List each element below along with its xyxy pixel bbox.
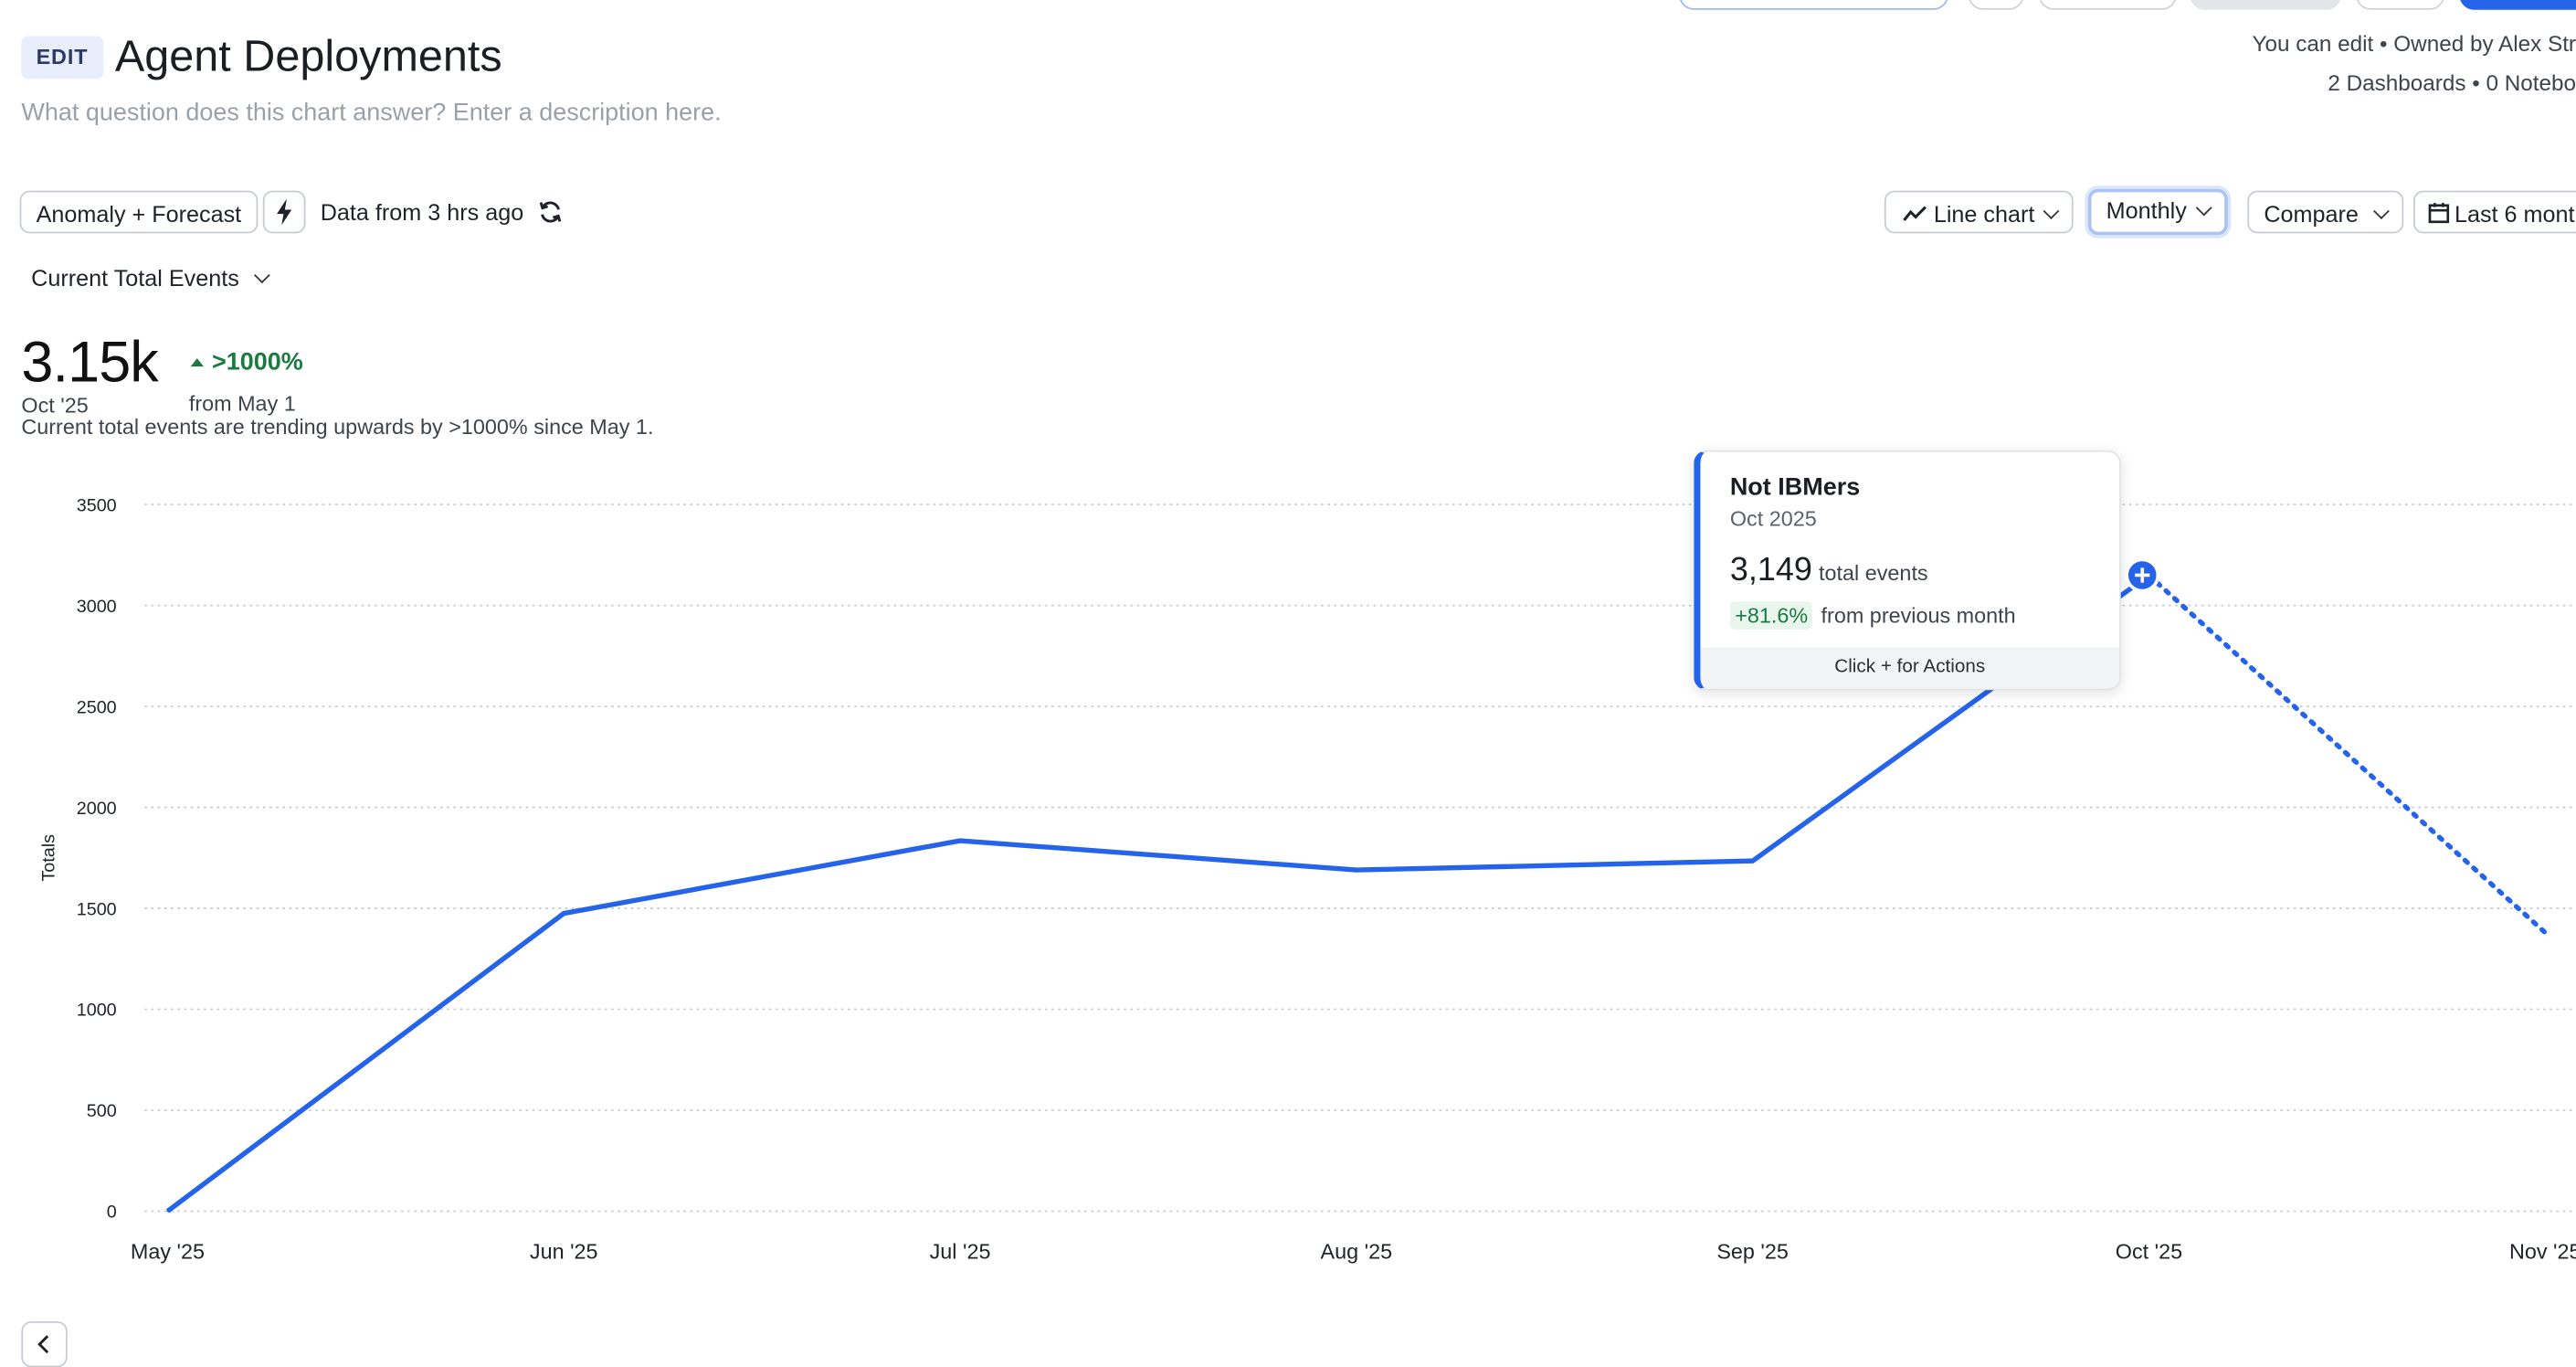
x-tick-label: Aug '25 [1321,1240,1393,1264]
y-tick-label: 2000 [77,799,117,819]
tooltip-date: Oct 2025 [1729,505,1817,531]
forecast-line [2146,572,2548,936]
tooltip-change-label: from previous month [1821,603,2016,629]
anomaly-forecast-label: Anomaly + Forecast [36,200,242,228]
chevron-down-icon [253,267,270,284]
collapse-button[interactable] [21,1320,68,1367]
interval-label: Monthly [2106,196,2187,224]
data-point-tooltip: Not IBMers Oct 2025 3,149 total events +8… [1694,450,2121,691]
y-tick-label: 1500 [77,899,117,919]
compare-label: Compare [2264,200,2359,228]
tooltip-value-label: total events [1819,560,1928,586]
chevron-down-icon [2195,199,2212,217]
x-tick-label: Jun '25 [530,1240,598,1264]
calendar-icon [2428,203,2450,224]
x-tick-label: Sep '25 [1716,1240,1789,1264]
tooltip-footer: Click + for Actions [1700,647,2120,689]
description-input[interactable]: What question does this chart answer? En… [21,98,722,127]
data-point[interactable] [959,840,961,842]
data-point[interactable] [1355,869,1357,871]
metric-period: Oct '25 [21,392,89,418]
line-chart-icon [1903,206,1927,221]
add-action-icon[interactable] [2124,557,2160,594]
refresh-icon[interactable] [535,197,565,227]
ownership-info: You can edit • Owned by Alex Str [2252,31,2576,57]
edit-badge[interactable]: EDIT [21,36,103,79]
tooltip-value-number: 3,149 [1729,552,1812,588]
series-line[interactable] [165,573,2151,1213]
metric-value: 3.15k [21,330,158,395]
anomaly-forecast-button[interactable]: Anomaly + Forecast [19,190,259,234]
metric-selector-label: Current Total Events [31,264,239,291]
lightning-button[interactable] [262,190,306,234]
y-tick-label: 1000 [77,1001,117,1021]
tooltip-series: Not IBMers [1729,472,1861,502]
top-more-button[interactable] [2038,0,2178,10]
usage-info: 2 Dashboards • 0 Notebo [2328,70,2576,96]
data-point[interactable] [1751,860,1754,863]
tooltip-change-pct: +81.6% [1729,601,1813,630]
tooltip-value: 3,149 total events [1730,552,1928,589]
chevron-down-icon [2372,203,2390,220]
top-saved-button[interactable] [2190,0,2341,10]
compare-dropdown[interactable]: Compare [2247,190,2403,234]
top-small-button[interactable] [2356,0,2445,10]
chart-type-dropdown[interactable]: Line chart [1884,190,2075,234]
x-tick-label: Oct '25 [2116,1240,2182,1264]
top-save-button[interactable] [2459,0,2576,10]
y-axis-label: Totals [38,834,58,882]
date-range-label: Last 6 month [2454,200,2576,228]
y-tick-label: 3500 [77,495,117,515]
lightning-icon [277,198,292,226]
metric-change-ref: from May 1 [188,391,296,417]
metric-change-value: >1000% [212,348,303,376]
top-icon-button[interactable] [1968,0,2024,10]
y-tick-label: 3000 [77,597,117,617]
x-tick-label: May '25 [131,1240,205,1264]
tooltip-change: +81.6% from previous month [1729,601,2016,630]
x-tick-label: Nov '25 [2509,1240,2576,1264]
page-title[interactable]: Agent Deployments [114,31,502,81]
data-freshness-text: Data from 3 hrs ago [320,198,524,226]
metric-selector[interactable]: Current Total Events [31,264,270,291]
chevron-down-icon [2043,203,2061,220]
y-tick-label: 2500 [77,697,117,717]
chevron-left-icon [37,1335,49,1354]
metric-change: >1000% [189,348,303,376]
chart-type-label: Line chart [1933,200,2035,228]
y-tick-label: 0 [107,1203,117,1223]
data-point[interactable] [563,912,565,915]
y-tick-label: 500 [87,1101,117,1121]
line-chart[interactable]: 0 500 1000 1500 2000 2500 3000 3500 May '25 Jun … [0,461,2576,1282]
data-point[interactable] [166,1210,169,1213]
metric-insight: Current total events are trending upward… [21,414,654,440]
x-tick-label: Jul '25 [930,1240,991,1264]
interval-dropdown[interactable]: Monthly [2087,188,2228,236]
date-range-dropdown[interactable]: Last 6 month [2412,190,2576,234]
arrow-up-icon [190,358,205,367]
top-share-button[interactable] [1679,0,1949,10]
